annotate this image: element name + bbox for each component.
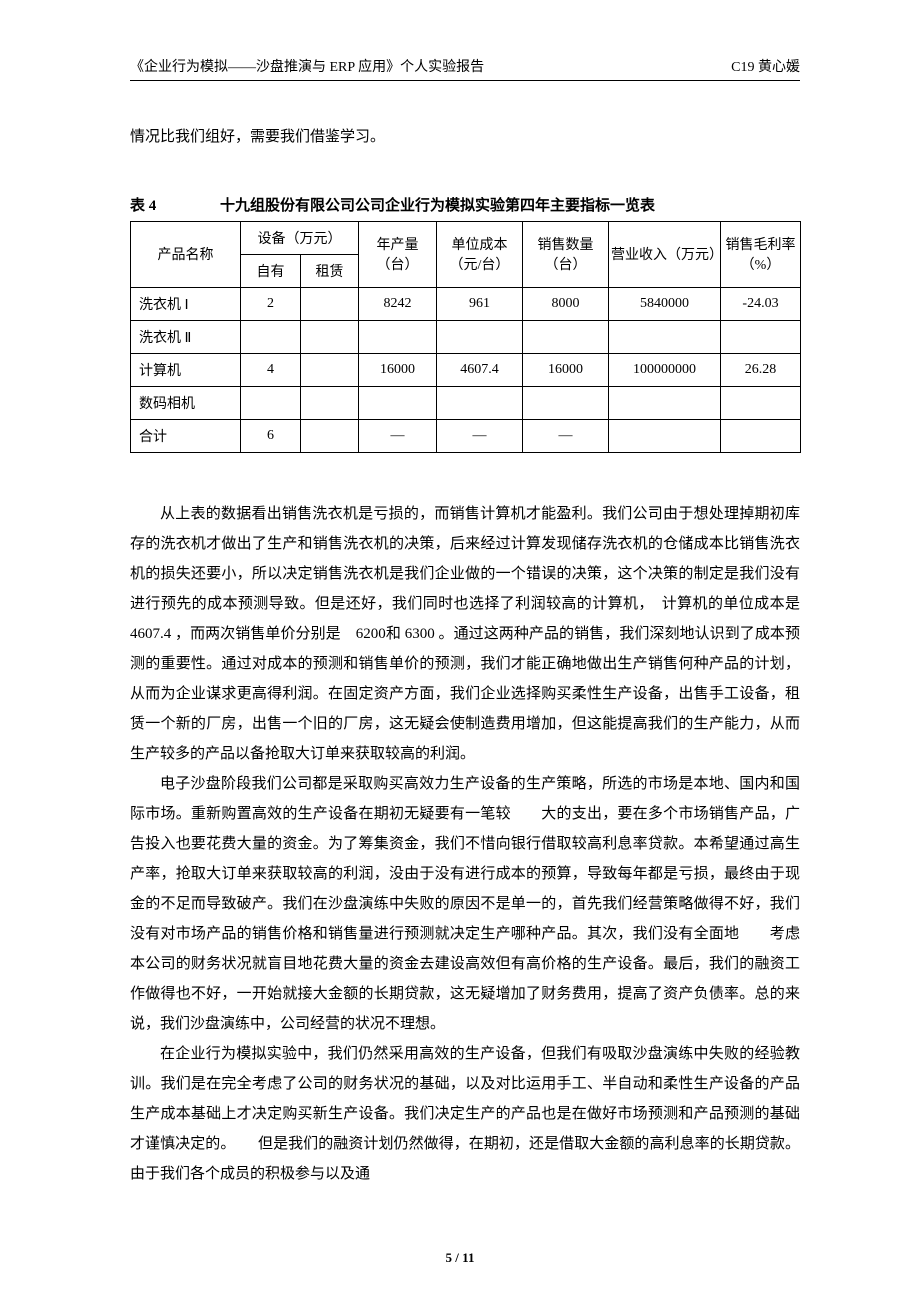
intro-line: 情况比我们组好，需要我们借鉴学习。 bbox=[130, 123, 800, 152]
cell-name: 合计 bbox=[131, 419, 241, 452]
th-own: 自有 bbox=[241, 254, 301, 287]
header-left: 《企业行为模拟——沙盘推演与 ERP 应用》个人实验报告 bbox=[130, 56, 484, 76]
th-unitcost: 单位成本（元/台） bbox=[437, 221, 523, 287]
cell-own bbox=[241, 320, 301, 353]
th-revenue: 营业收入（万元） bbox=[609, 221, 721, 287]
cell-cost: 4607.4 bbox=[437, 353, 523, 386]
th-margin: 销售毛利率（%） bbox=[721, 221, 801, 287]
cell-rev bbox=[609, 386, 721, 419]
th-salesqty: 销售数量（台） bbox=[523, 221, 609, 287]
cell-cost bbox=[437, 320, 523, 353]
cell-rev: 5840000 bbox=[609, 287, 721, 320]
paragraph-3: 在企业行为模拟实验中，我们仍然采用高效的生产设备，但我们有吸取沙盘演练中失败的经… bbox=[130, 1039, 800, 1189]
th-equipment: 设备（万元） bbox=[241, 221, 359, 254]
cell-output: 8242 bbox=[359, 287, 437, 320]
table-row: 洗衣机 Ⅱ bbox=[131, 320, 801, 353]
header-right: C19 黄心媛 bbox=[731, 56, 800, 76]
cell-name: 数码相机 bbox=[131, 386, 241, 419]
table-row: 计算机 4 16000 4607.4 16000 100000000 26.28 bbox=[131, 353, 801, 386]
cell-qty: 8000 bbox=[523, 287, 609, 320]
body-text: 从上表的数据看出销售洗衣机是亏损的，而销售计算机才能盈利。我们公司由于想处理掉期… bbox=[130, 499, 800, 1189]
cell-output: 16000 bbox=[359, 353, 437, 386]
cell-qty bbox=[523, 386, 609, 419]
cell-qty: 16000 bbox=[523, 353, 609, 386]
cell-own bbox=[241, 386, 301, 419]
cell-cost: — bbox=[437, 419, 523, 452]
cell-rev bbox=[609, 320, 721, 353]
cell-rev: 100000000 bbox=[609, 353, 721, 386]
cell-margin bbox=[721, 386, 801, 419]
cell-own: 4 bbox=[241, 353, 301, 386]
page-footer: 5 / 11 bbox=[0, 1250, 920, 1266]
table-caption-label: 表 4 bbox=[130, 194, 156, 215]
cell-rent bbox=[301, 386, 359, 419]
cell-name: 洗衣机 Ⅰ bbox=[131, 287, 241, 320]
table-row: 数码相机 bbox=[131, 386, 801, 419]
cell-name: 洗衣机 Ⅱ bbox=[131, 320, 241, 353]
paragraph-2: 电子沙盘阶段我们公司都是采取购买高效力生产设备的生产策略，所选的市场是本地、国内… bbox=[130, 769, 800, 1039]
page-header: 《企业行为模拟——沙盘推演与 ERP 应用》个人实验报告 C19 黄心媛 bbox=[130, 56, 800, 81]
cell-rent bbox=[301, 353, 359, 386]
table-row-total: 合计 6 — — — bbox=[131, 419, 801, 452]
table-caption-title: 十九组股份有限公司公司企业行为模拟实验第四年主要指标一览表 bbox=[220, 198, 655, 214]
cell-qty: — bbox=[523, 419, 609, 452]
cell-rent bbox=[301, 287, 359, 320]
cell-margin bbox=[721, 320, 801, 353]
th-output: 年产量（台） bbox=[359, 221, 437, 287]
indicators-table: 产品名称 设备（万元） 年产量（台） 单位成本（元/台） 销售数量（台） 营业收… bbox=[130, 221, 801, 453]
cell-margin: -24.03 bbox=[721, 287, 801, 320]
cell-own: 2 bbox=[241, 287, 301, 320]
cell-output bbox=[359, 320, 437, 353]
cell-rent bbox=[301, 320, 359, 353]
cell-own: 6 bbox=[241, 419, 301, 452]
table-header-row-1: 产品名称 设备（万元） 年产量（台） 单位成本（元/台） 销售数量（台） 营业收… bbox=[131, 221, 801, 254]
paragraph-1: 从上表的数据看出销售洗衣机是亏损的，而销售计算机才能盈利。我们公司由于想处理掉期… bbox=[130, 499, 800, 769]
cell-margin: 26.28 bbox=[721, 353, 801, 386]
cell-qty bbox=[523, 320, 609, 353]
cell-output bbox=[359, 386, 437, 419]
cell-rev bbox=[609, 419, 721, 452]
table-caption: 表 4 十九组股份有限公司公司企业行为模拟实验第四年主要指标一览表 bbox=[130, 194, 800, 215]
cell-rent bbox=[301, 419, 359, 452]
cell-cost: 961 bbox=[437, 287, 523, 320]
cell-cost bbox=[437, 386, 523, 419]
th-product: 产品名称 bbox=[131, 221, 241, 287]
cell-margin bbox=[721, 419, 801, 452]
th-rent: 租赁 bbox=[301, 254, 359, 287]
table-row: 洗衣机 Ⅰ 2 8242 961 8000 5840000 -24.03 bbox=[131, 287, 801, 320]
cell-output: — bbox=[359, 419, 437, 452]
cell-name: 计算机 bbox=[131, 353, 241, 386]
